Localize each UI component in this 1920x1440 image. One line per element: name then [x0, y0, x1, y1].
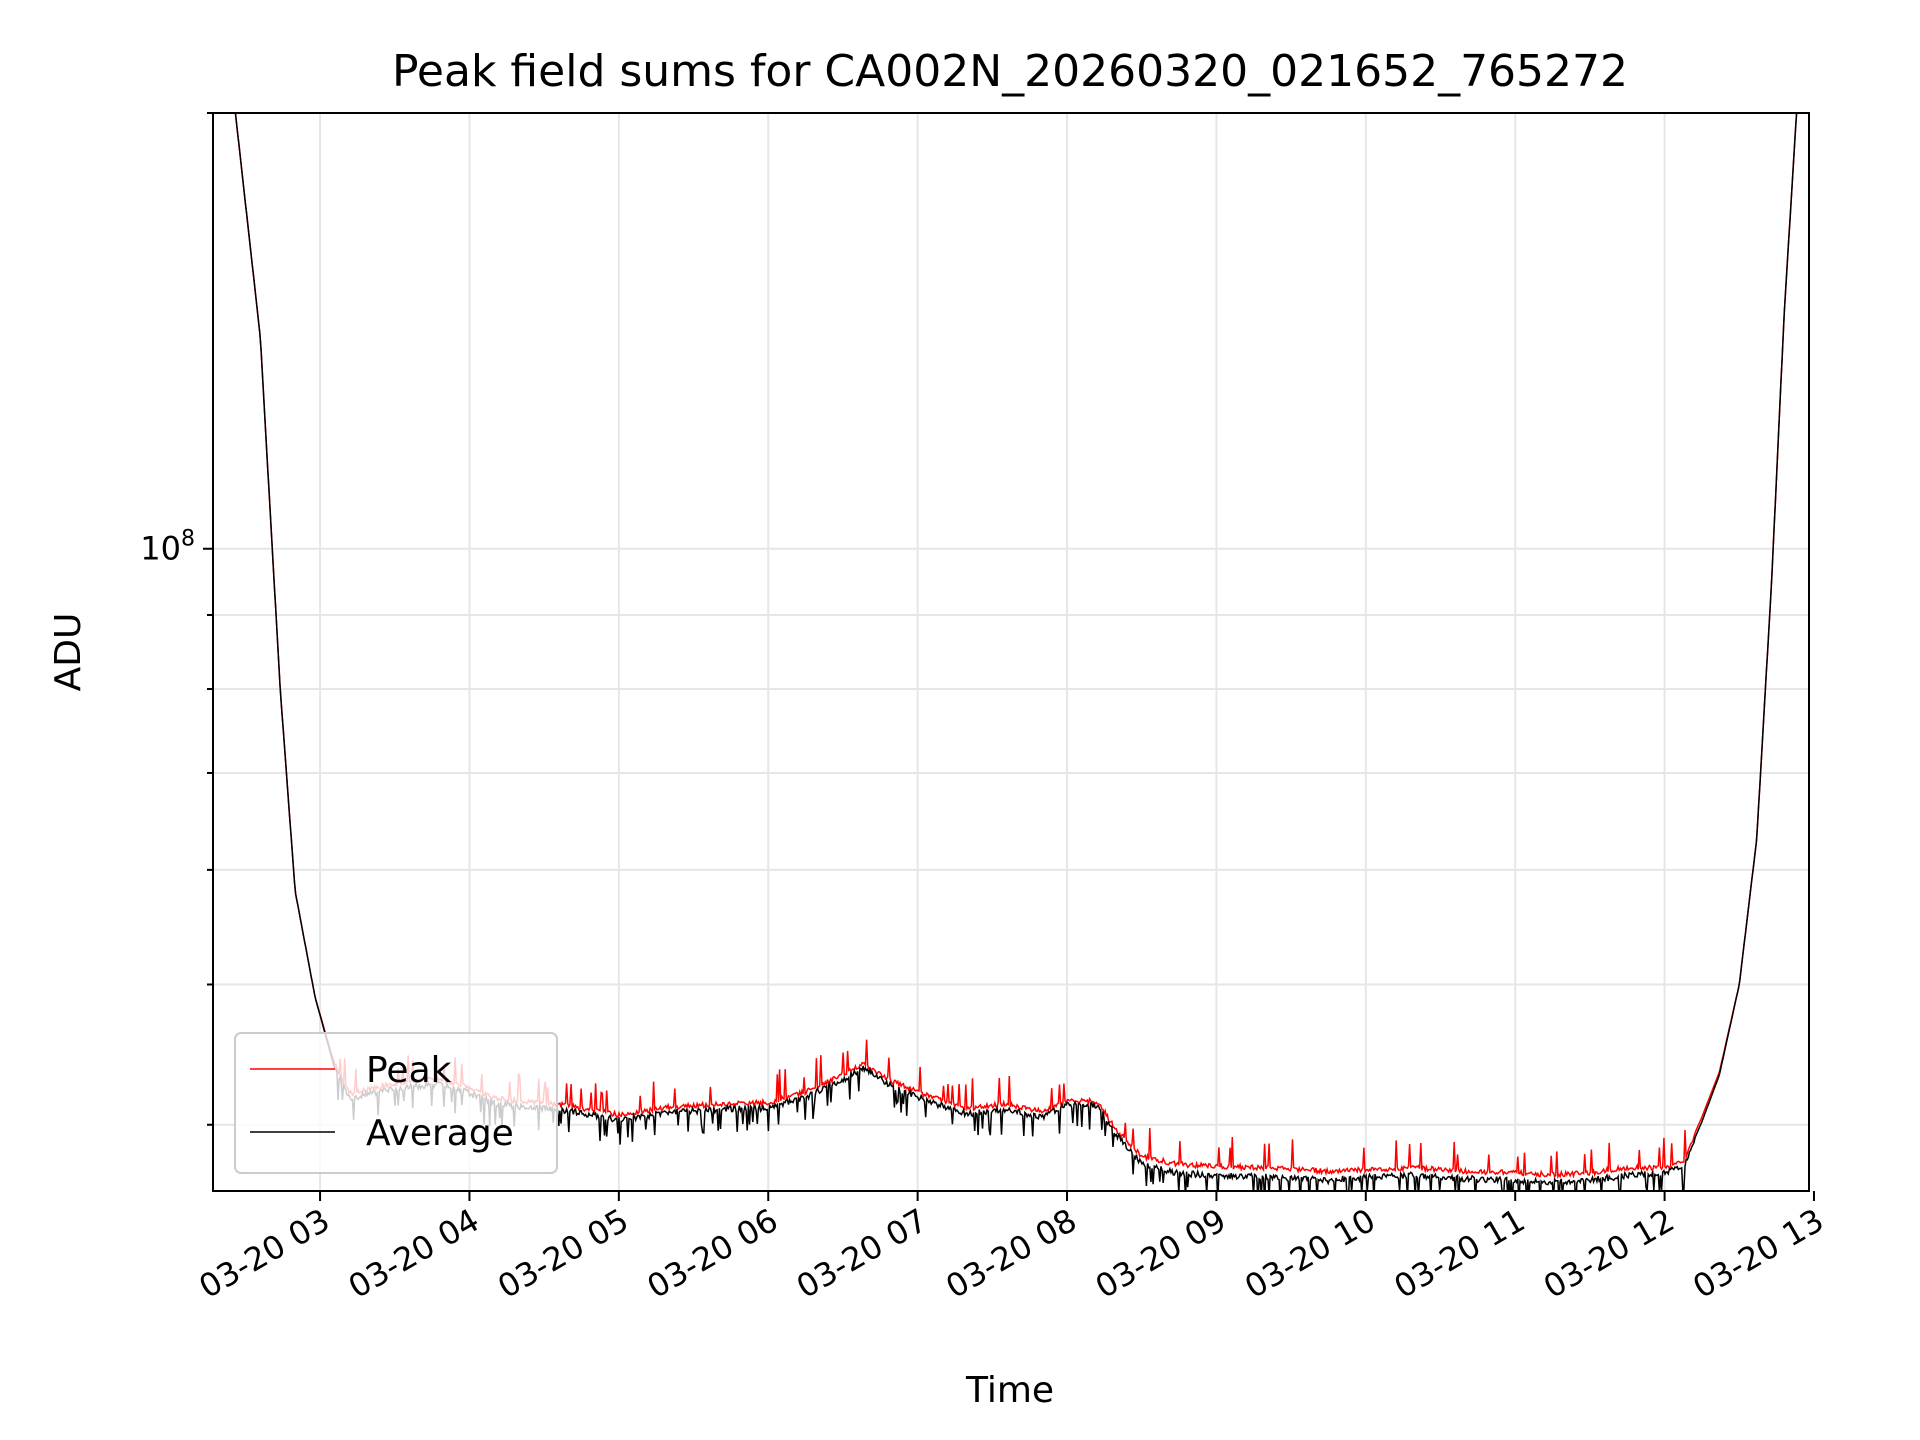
- legend-box: [234, 1032, 558, 1174]
- y-axis-ticks: [203, 112, 213, 1126]
- x-axis-label: Time: [965, 1370, 1054, 1411]
- legend-label-average: Average: [366, 1113, 514, 1154]
- y-tick-label-major: 108: [140, 527, 195, 568]
- legend-label-peak: Peak: [366, 1050, 452, 1091]
- y-tick-base: 10: [140, 530, 181, 568]
- legend: Peak Average: [234, 1032, 558, 1174]
- plot-frame: [212, 112, 1810, 1192]
- chart-title: Peak field sums for CA002N_20260320_0216…: [392, 46, 1628, 97]
- y-tick-exponent: 8: [181, 527, 195, 552]
- grid: [213, 112, 1809, 1191]
- y-axis-label: ADU: [48, 613, 89, 692]
